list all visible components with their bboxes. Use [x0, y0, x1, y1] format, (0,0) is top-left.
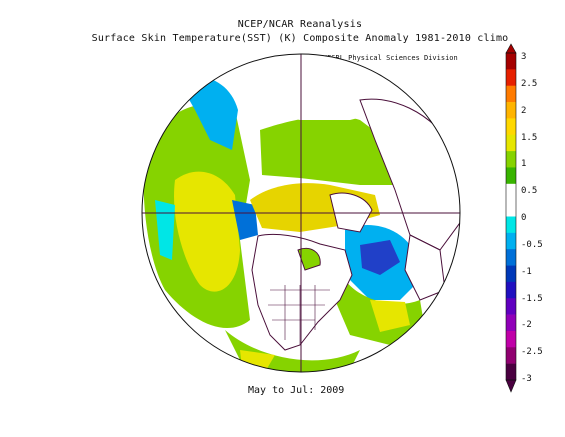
- colorbar-swatch: [506, 331, 516, 348]
- colorbar-swatch: [506, 364, 516, 381]
- colorbar-tick-label: 3: [521, 52, 526, 62]
- colorbar-tick-label: -1: [521, 267, 532, 277]
- colorbar-tick-label: -2: [521, 320, 532, 330]
- colorbar-swatch: [506, 298, 516, 315]
- colorbar-swatch: [506, 200, 516, 217]
- colorbar-tick-label: -3: [521, 374, 532, 384]
- colorbar-swatch: [506, 151, 516, 168]
- colorbar-swatch: [506, 135, 516, 152]
- colorbar-swatch: [506, 347, 516, 364]
- colorbar-tick-label: -2.5: [521, 347, 543, 357]
- colorbar-tick-label: 2: [521, 106, 526, 116]
- colorbar-swatch: [506, 217, 516, 234]
- colorbar-swatch: [506, 184, 516, 201]
- colorbar-bottom-arrow: [506, 380, 516, 392]
- colorbar-swatch: [506, 315, 516, 332]
- colorbar-swatch: [506, 53, 516, 70]
- colorbar-swatch: [506, 118, 516, 135]
- colorbar-tick-label: 2.5: [521, 79, 537, 89]
- colorbar-swatch: [506, 167, 516, 184]
- colorbar-swatch: [506, 282, 516, 299]
- colorbar-swatch: [506, 102, 516, 119]
- colorbar-swatch: [506, 233, 516, 250]
- colorbar-swatch: [506, 69, 516, 86]
- period-label: May to Jul: 2009: [248, 385, 344, 396]
- colorbar-tick-label: 0.5: [521, 186, 537, 196]
- colorbar-top-arrow: [506, 44, 516, 53]
- colorbar-tick-label: -0.5: [521, 240, 543, 250]
- colorbar-swatch: [506, 249, 516, 266]
- colorbar-tick-label: 1: [521, 159, 526, 169]
- colorbar-swatch: [506, 266, 516, 283]
- colorbar-tick-label: 1.5: [521, 133, 537, 143]
- colorbar-swatch: [506, 86, 516, 103]
- colorbar-tick-label: -1.5: [521, 294, 543, 304]
- colorbar-tick-label: 0: [521, 213, 526, 223]
